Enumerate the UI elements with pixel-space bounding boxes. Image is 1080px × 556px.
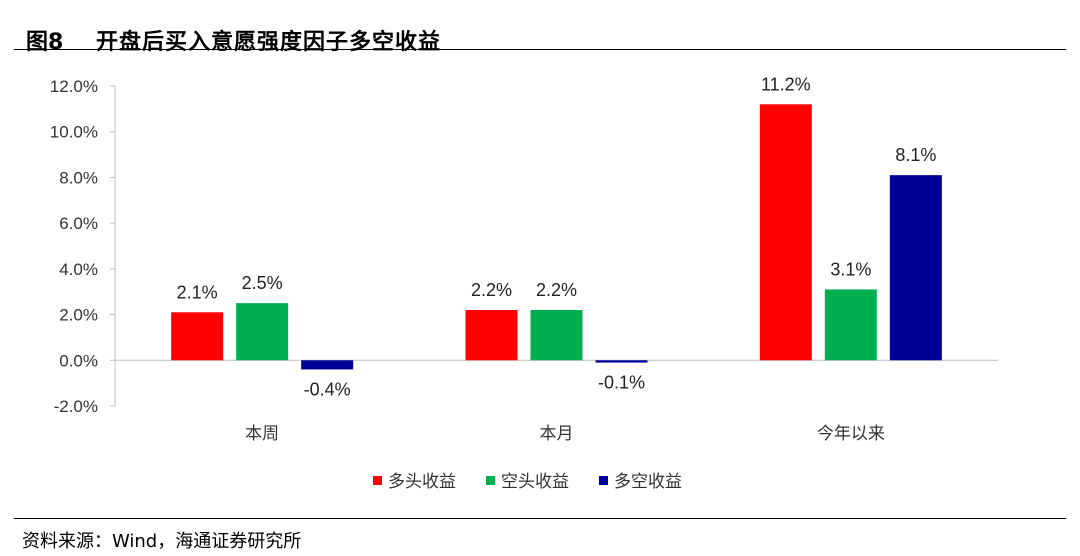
legend-label: 多头收益 xyxy=(388,472,456,492)
y-tick-label: 12.0% xyxy=(50,77,98,96)
y-tick-label: 8.0% xyxy=(59,168,98,187)
bars xyxy=(171,104,942,370)
bar xyxy=(171,312,224,361)
data-label: 11.2% xyxy=(761,74,811,94)
legend: 多头收益 空头收益 多空收益 xyxy=(373,472,682,492)
data-label: 8.1% xyxy=(895,145,936,165)
bar xyxy=(530,310,583,361)
data-label: 2.2% xyxy=(536,280,577,300)
bar xyxy=(465,310,518,361)
source-note: 资料来源：Wind，海通证券研究所 xyxy=(22,531,302,552)
y-tick-label: 2.0% xyxy=(59,306,98,325)
data-label: 3.1% xyxy=(830,259,871,279)
top-rule xyxy=(14,49,1066,50)
data-label: 2.2% xyxy=(471,280,512,300)
y-tick-label: -2.0% xyxy=(54,397,98,416)
x-category-label: 本周 xyxy=(245,424,279,444)
bar xyxy=(889,175,942,361)
x-category-label: 今年以来 xyxy=(817,424,885,444)
legend-swatch xyxy=(486,476,495,485)
data-labels: 2.1% 2.2% 11.2% 2.5% 2.2% 3.1% -0.4% -0.1% 8.1% xyxy=(177,74,937,399)
y-tick-label: 0.0% xyxy=(59,351,98,370)
legend-label: 多空收益 xyxy=(614,472,682,492)
data-label: -0.4% xyxy=(304,379,351,399)
legend-label: 空头收益 xyxy=(501,472,569,492)
bottom-rule xyxy=(14,518,1066,519)
title-bar: 图8 开盘后买入意愿强度因子多空收益 xyxy=(14,10,1066,55)
x-axis: 本周 本月 今年以来 xyxy=(115,359,998,444)
data-label: -0.1% xyxy=(598,373,645,393)
bar xyxy=(595,360,648,363)
x-category-label: 本月 xyxy=(540,424,574,444)
legend-swatch xyxy=(599,476,608,485)
y-tick-label: 4.0% xyxy=(59,260,98,279)
y-tick-label: 10.0% xyxy=(50,123,98,142)
data-label: 2.5% xyxy=(242,273,283,293)
y-tick-label: 6.0% xyxy=(59,214,98,233)
data-label: 2.1% xyxy=(177,282,218,302)
y-axis: -2.0% 0.0% 2.0% 4.0% 6.0% 8.0% 10.0% 12.0% xyxy=(50,77,116,416)
figure-label: 图8 xyxy=(26,30,64,55)
bar xyxy=(301,360,354,370)
bar xyxy=(236,303,289,361)
bar xyxy=(824,289,877,361)
figure-title: 开盘后买入意愿强度因子多空收益 xyxy=(96,30,442,55)
bar xyxy=(759,104,812,361)
legend-swatch xyxy=(373,476,382,485)
